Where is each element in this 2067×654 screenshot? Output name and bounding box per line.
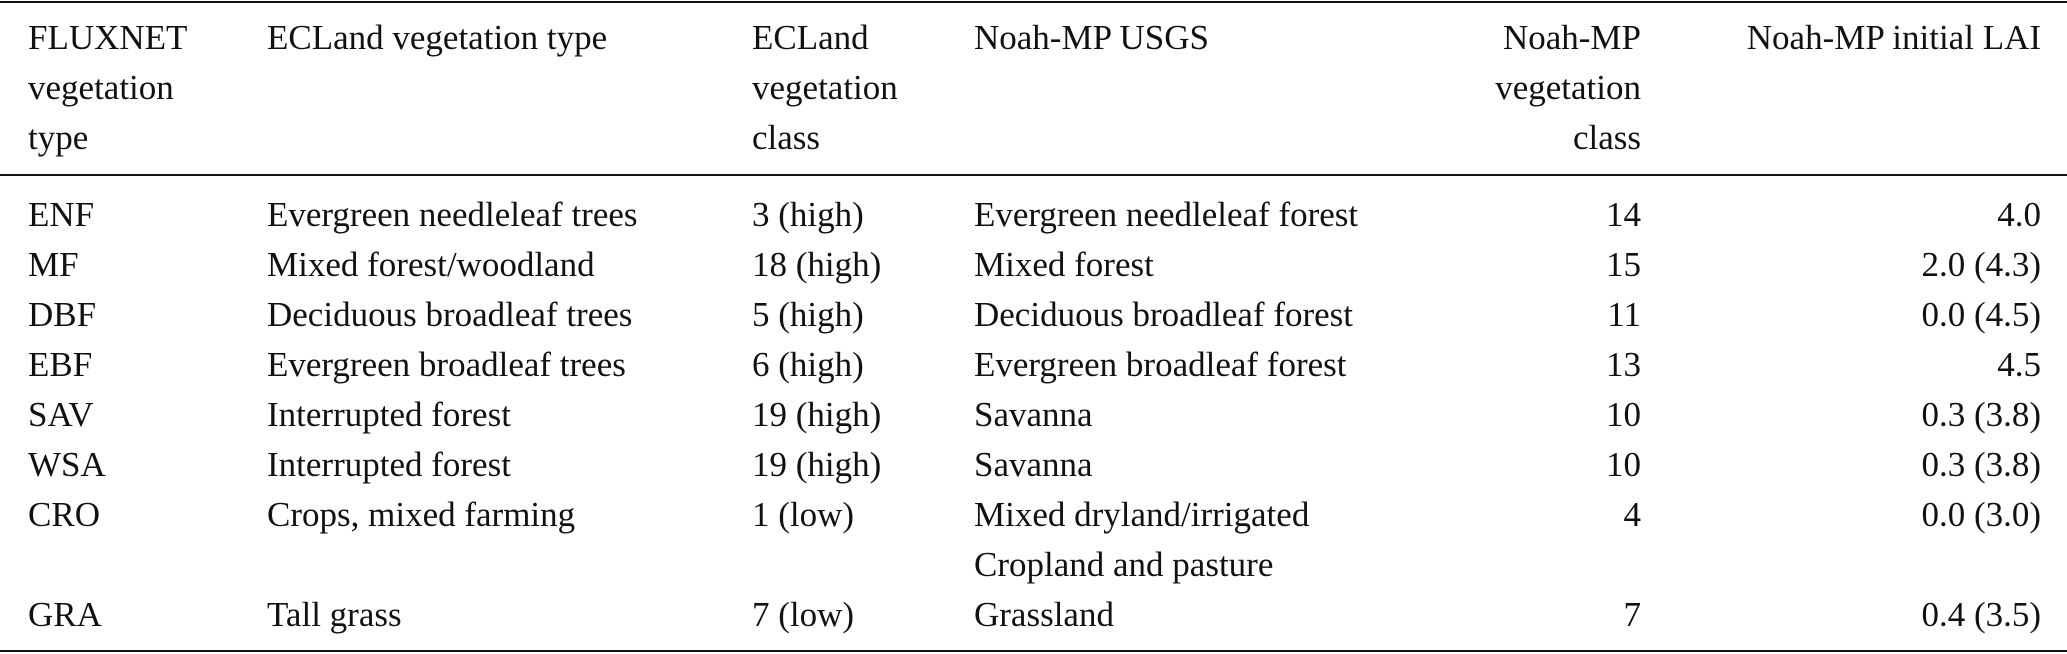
header-ecland-vegetation-class: ECLand vegetation class (752, 13, 898, 163)
cell-noahmp-usgs-continuation: Cropland and pasture (974, 545, 1274, 584)
cell-noahmp-usgs: Grassland (974, 595, 1114, 634)
cell-noahmp-usgs: Mixed forest (974, 245, 1154, 284)
cell-noahmp-class: 4 (1623, 495, 1642, 534)
cell-fluxnet-type: ENF (28, 195, 95, 234)
cell-noahmp-usgs: Evergreen broadleaf forest (974, 345, 1347, 384)
cell-noahmp-lai: 4.0 (1997, 195, 2041, 234)
cell-noahmp-usgs: Savanna (974, 445, 1093, 484)
cell-ecland-type: Deciduous broadleaf trees (267, 295, 633, 334)
header-line: Noah-MP (1502, 18, 1641, 57)
header-line: class (1572, 118, 1641, 157)
cell-noahmp-usgs: Deciduous broadleaf forest (974, 295, 1354, 334)
table-row: MF Mixed forest/woodland 18 (high) Mixed… (0, 240, 2067, 290)
cell-fluxnet-type: CRO (28, 495, 100, 534)
header-noahmp-vegetation-class: Noah-MP vegetation class (1495, 13, 1641, 163)
cell-ecland-type: Evergreen needleleaf trees (267, 195, 638, 234)
cell-ecland-type: Evergreen broadleaf trees (267, 345, 626, 384)
header-line: vegetation (28, 68, 174, 107)
cell-noahmp-lai: 2.0 (4.3) (1921, 245, 2041, 284)
cell-noahmp-class: 15 (1606, 245, 1641, 284)
cell-noahmp-class: 7 (1623, 595, 1642, 634)
header-noahmp-initial-lai: Noah-MP initial LAI (1747, 13, 2041, 63)
cell-ecland-type: Tall grass (267, 595, 402, 634)
cell-noahmp-class: 13 (1606, 345, 1641, 384)
header-line: Noah-MP initial LAI (1746, 18, 2041, 57)
table-row: WSA Interrupted forest 19 (high) Savanna… (0, 440, 2067, 490)
header-line: vegetation (752, 68, 898, 107)
cell-noahmp-usgs: Savanna (974, 395, 1093, 434)
cell-noahmp-class: 14 (1606, 195, 1641, 234)
header-line: vegetation (1495, 68, 1641, 107)
cell-ecland-class: 7 (low) (752, 595, 855, 634)
header-line: class (752, 118, 821, 157)
table-row: ENF Evergreen needleleaf trees 3 (high) … (0, 190, 2067, 240)
cell-noahmp-usgs: Evergreen needleleaf forest (974, 195, 1359, 234)
header-fluxnet-vegetation-type: FLUXNET vegetation type (28, 13, 187, 163)
table-row: CRO Crops, mixed farming 1 (low) Mixed d… (0, 490, 2067, 540)
cell-noahmp-lai: 4.5 (1997, 345, 2041, 384)
cell-ecland-type: Mixed forest/woodland (267, 245, 595, 284)
cell-fluxnet-type: SAV (28, 395, 94, 434)
cell-noahmp-lai: 0.3 (3.8) (1921, 445, 2041, 484)
cell-ecland-class: 19 (high) (752, 445, 882, 484)
cell-fluxnet-type: MF (28, 245, 79, 284)
header-rule (0, 174, 2067, 176)
cell-fluxnet-type: WSA (28, 445, 106, 484)
table-row: EBF Evergreen broadleaf trees 6 (high) E… (0, 340, 2067, 390)
header-line: ECLand (752, 18, 869, 57)
table-row: Cropland and pasture (0, 540, 2067, 590)
cell-noahmp-class: 10 (1606, 445, 1641, 484)
cell-noahmp-class: 10 (1606, 395, 1641, 434)
header-ecland-vegetation-type: ECLand vegetation type (267, 13, 607, 63)
cell-ecland-class: 3 (high) (752, 195, 864, 234)
header-line: Noah-MP USGS (974, 18, 1209, 57)
cell-ecland-class: 18 (high) (752, 245, 882, 284)
cell-fluxnet-type: GRA (28, 595, 102, 634)
table-row: SAV Interrupted forest 19 (high) Savanna… (0, 390, 2067, 440)
cell-noahmp-lai: 0.0 (3.0) (1921, 495, 2041, 534)
table-row: GRA Tall grass 7 (low) Grassland 7 0.4 (… (0, 590, 2067, 640)
table-top-rule (0, 1, 2067, 3)
cell-fluxnet-type: DBF (28, 295, 97, 334)
cell-ecland-class: 5 (high) (752, 295, 864, 334)
cell-ecland-type: Interrupted forest (267, 395, 511, 434)
cell-ecland-class: 19 (high) (752, 395, 882, 434)
cell-ecland-type: Interrupted forest (267, 445, 511, 484)
table-bottom-rule (0, 650, 2067, 652)
cell-noahmp-lai: 0.0 (4.5) (1921, 295, 2041, 334)
header-line: type (28, 118, 89, 157)
cell-noahmp-usgs: Mixed dryland/irrigated (974, 495, 1310, 534)
cell-ecland-class: 6 (high) (752, 345, 864, 384)
cell-ecland-type: Crops, mixed farming (267, 495, 576, 534)
table-row: DBF Deciduous broadleaf trees 5 (high) D… (0, 290, 2067, 340)
header-line: ECLand vegetation type (267, 18, 608, 57)
cell-noahmp-lai: 0.4 (3.5) (1921, 595, 2041, 634)
cell-fluxnet-type: EBF (28, 345, 93, 384)
cell-ecland-class: 1 (low) (752, 495, 855, 534)
header-line: FLUXNET (28, 18, 188, 57)
header-noahmp-usgs: Noah-MP USGS (974, 13, 1209, 63)
cell-noahmp-class: 11 (1607, 295, 1641, 334)
cell-noahmp-lai: 0.3 (3.8) (1921, 395, 2041, 434)
